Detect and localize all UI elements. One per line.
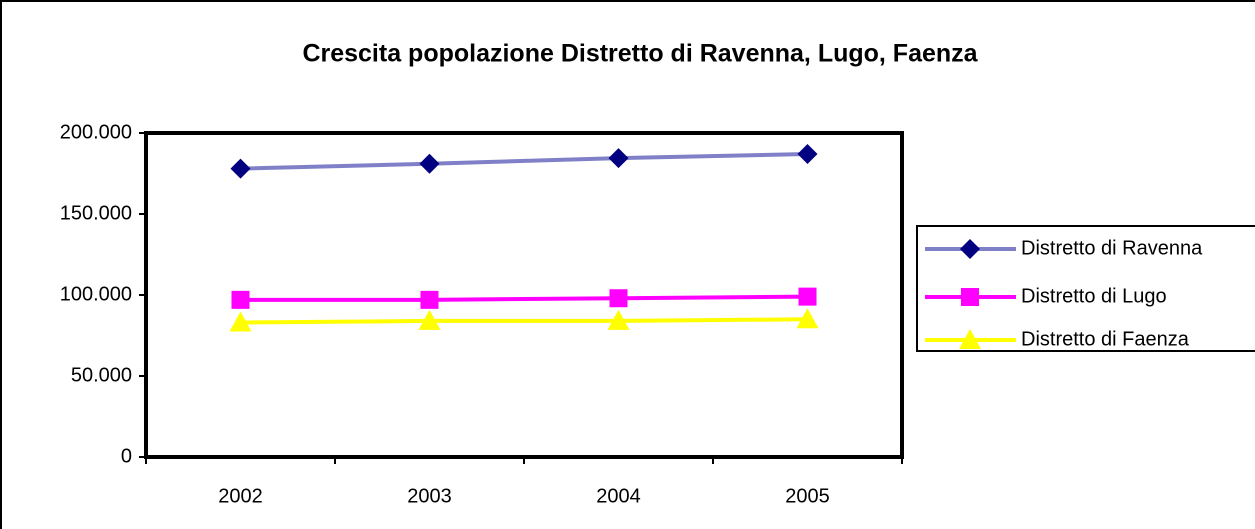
y-tick-label: 150.000	[60, 202, 132, 224]
marker	[419, 153, 440, 174]
series-line	[240, 152, 808, 171]
marker	[798, 287, 817, 306]
marker	[607, 309, 630, 330]
marker	[229, 311, 252, 332]
x-tick-label: 2003	[407, 485, 452, 507]
legend-label: Distretto di Lugo	[1021, 285, 1167, 307]
y-tick-label: 200.000	[60, 121, 132, 143]
x-tick-label: 2005	[785, 485, 830, 507]
marker	[609, 289, 628, 308]
y-tick-label: 100.000	[60, 283, 132, 305]
marker	[608, 148, 629, 169]
series-line	[240, 317, 808, 325]
marker	[959, 329, 981, 349]
y-tick-label: 50.000	[71, 364, 132, 386]
marker	[418, 309, 441, 330]
chart-title: Crescita popolazione Distretto di Ravenn…	[302, 40, 978, 68]
marker	[420, 290, 439, 309]
x-tick-label: 2004	[596, 485, 641, 507]
series-line	[240, 294, 808, 302]
marker	[797, 144, 818, 165]
marker	[961, 288, 979, 306]
marker	[230, 158, 251, 179]
marker	[796, 308, 819, 329]
legend-label: Distretto di Faenza	[1021, 328, 1190, 350]
marker	[960, 239, 980, 259]
marker	[231, 290, 250, 309]
x-tick-label: 2002	[218, 485, 263, 507]
y-tick-label: 0	[121, 445, 132, 467]
legend-label: Distretto di Ravenna	[1021, 237, 1203, 259]
